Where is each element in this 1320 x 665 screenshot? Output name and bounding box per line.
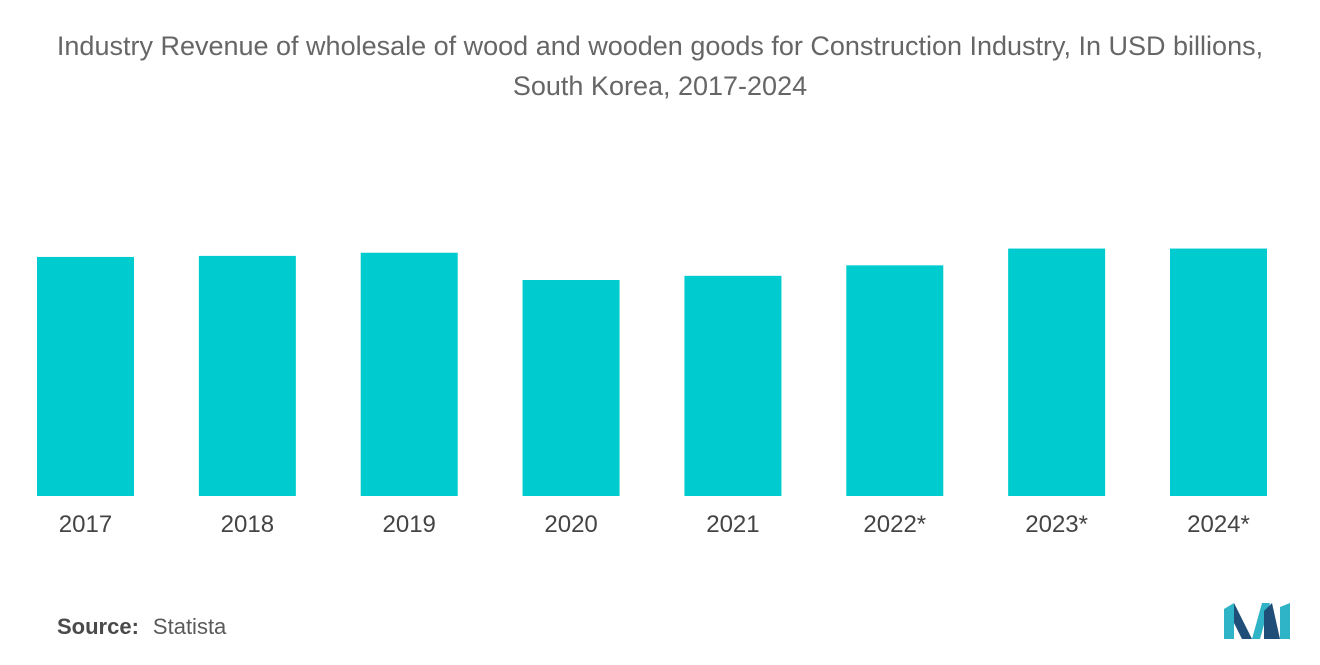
bar-2017 xyxy=(37,256,134,496)
bar-2019 xyxy=(360,252,458,496)
bar-2018 xyxy=(198,255,296,496)
chart-title: Industry Revenue of wholesale of wood an… xyxy=(56,31,1264,101)
bar-2021 xyxy=(684,275,782,496)
bar-2023-forecast xyxy=(1008,248,1106,496)
x-tick-label: 2022* xyxy=(863,511,926,538)
mordor-intelligence-logo xyxy=(1224,603,1290,639)
source-label: Source: xyxy=(57,614,139,639)
x-tick-label: 2021 xyxy=(706,511,759,538)
bar-2020 xyxy=(522,280,620,496)
x-tick-label: 2023* xyxy=(1025,511,1088,538)
x-tick-label: 2019 xyxy=(383,511,436,538)
x-tick-label: 2020 xyxy=(544,511,597,538)
source-value: Statista xyxy=(152,614,227,639)
source-line: Source: Statista xyxy=(57,614,226,640)
bar-2022-forecast xyxy=(846,265,944,496)
x-tick-label: 2024* xyxy=(1187,511,1250,538)
x-tick-label: 2017 xyxy=(59,511,112,538)
x-tick-label: 2018 xyxy=(221,511,274,538)
bar-2024-forecast xyxy=(1170,248,1267,496)
